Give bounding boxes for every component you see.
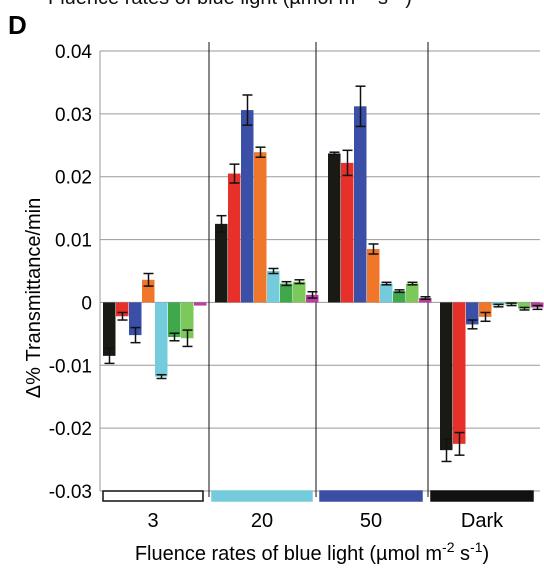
y-tick-label: 0.03 [55, 105, 92, 126]
bar [103, 302, 116, 356]
category-color-bar [319, 490, 423, 502]
bar [380, 283, 393, 303]
y-tick-label: 0.04 [55, 42, 92, 63]
bar [341, 162, 354, 303]
bar [181, 302, 194, 339]
bar [194, 302, 207, 306]
bar [453, 302, 466, 444]
y-tick-label: -0.01 [49, 356, 92, 377]
bar [241, 110, 254, 303]
category-label: 50 [360, 510, 382, 532]
bar [440, 302, 453, 451]
top-cut-text: Fluence rates of blue light (µmol m⁻² s⁻… [48, 0, 412, 9]
panel-label: D [8, 10, 27, 40]
bar [354, 106, 367, 303]
x-axis-label-part: ) [483, 543, 490, 565]
bar [267, 271, 280, 303]
x-axis-label-part: -2 [442, 539, 455, 555]
bar [280, 283, 293, 303]
y-tick-label: 0.02 [55, 168, 92, 189]
bar [155, 302, 168, 377]
x-axis-label: Fluence rates of blue light (µmol m-2 s-… [135, 539, 489, 565]
category-color-bar [430, 490, 534, 502]
bar [168, 302, 181, 337]
bar [293, 281, 306, 303]
y-tick-label: -0.03 [49, 482, 92, 503]
category-label: 20 [251, 510, 273, 532]
bars-layer [103, 85, 544, 463]
category-color-bar [102, 490, 204, 502]
y-axis-label: Δ% Transmittance/min [23, 198, 45, 398]
bar [367, 249, 380, 303]
bar [419, 298, 432, 303]
category-color-bar [211, 490, 313, 502]
bar [215, 223, 228, 303]
bar [228, 173, 241, 303]
y-tick-label: -0.02 [49, 419, 92, 440]
x-axis-label-part: s [454, 543, 470, 565]
y-tick-label: 0.01 [55, 231, 92, 252]
bar [466, 302, 479, 325]
category-label: 3 [147, 510, 158, 532]
bar [518, 302, 531, 309]
bar [328, 153, 341, 303]
x-axis-label-part: Fluence rates of blue light (µmol m [135, 543, 442, 565]
x-axis-label-part: -1 [470, 539, 483, 555]
category-layer: 3 20 50 Dark [102, 490, 534, 532]
y-tick-label: 0 [81, 293, 92, 314]
category-label: Dark [461, 510, 504, 532]
bar [254, 152, 267, 303]
ticks-layer: 0.04 0.03 0.02 0.01 0 -0.01 -0.02 -0.03 [49, 42, 93, 503]
grid-layer [99, 42, 540, 497]
bar [406, 283, 419, 303]
bar [479, 302, 492, 317]
bar [393, 291, 406, 303]
